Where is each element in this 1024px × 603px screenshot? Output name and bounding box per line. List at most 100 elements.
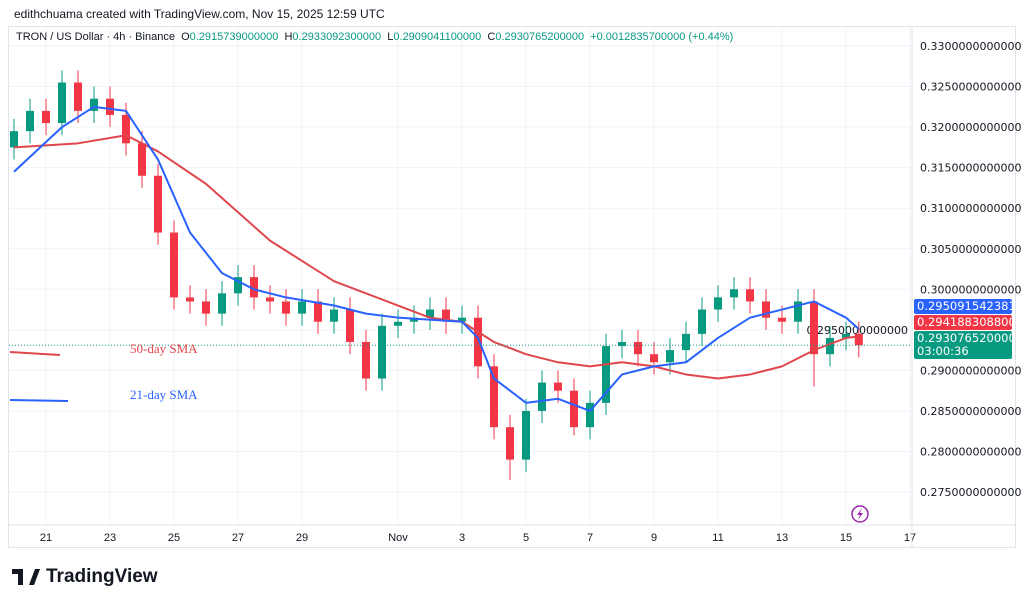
bar-countdown: 03:00:36: [917, 344, 969, 358]
candle-body: [810, 301, 818, 355]
change-value: +0.0012835700000 (+0.44%): [590, 31, 734, 43]
y-tick-label: 0.3300000000000: [920, 40, 1021, 53]
candle-body: [250, 277, 258, 298]
close-value: 0.2930765200000: [495, 31, 585, 43]
candle-body: [282, 301, 290, 314]
candle-body: [842, 333, 850, 338]
candle-body: [138, 143, 146, 176]
sma21-price-tag: 0.2950915423810: [914, 299, 1023, 314]
y-tick-label: 0.3250000000000: [920, 81, 1021, 94]
candle-body: [826, 337, 834, 355]
y-tick-label: 0.3150000000000: [920, 162, 1021, 175]
high-value: 0.2933092300000: [292, 31, 382, 43]
candle-body: [586, 402, 594, 428]
lightning-icon: [851, 505, 869, 523]
x-tick-label: 13: [776, 532, 788, 544]
y-tick-label: 0.2900000000000: [920, 364, 1021, 377]
candle-body: [698, 309, 706, 334]
candle-body: [202, 301, 210, 314]
candle-body: [474, 317, 482, 367]
candle-body: [682, 333, 690, 351]
candle-body: [854, 333, 863, 346]
candle-body: [570, 390, 578, 428]
lightning-glyph: [857, 508, 863, 520]
chart-frame: [8, 26, 1016, 548]
x-tick-label: 15: [840, 532, 852, 544]
x-tick-label: 17: [904, 532, 916, 544]
last-price-tag: 0.2930765200000 03:00:36: [914, 331, 1024, 359]
sma21-legend-line: [9, 399, 69, 402]
candle-body: [122, 114, 130, 144]
open-value: 0.2915739000000: [189, 31, 279, 43]
candle-body: [362, 342, 370, 379]
x-tick-label: 7: [587, 532, 593, 544]
candle-body: [602, 346, 610, 403]
candle-body: [746, 289, 754, 302]
candle-body: [458, 317, 466, 322]
candle-body: [714, 297, 722, 310]
y-tick-label: 0.2850000000000: [920, 405, 1021, 418]
sma50-line: [13, 134, 859, 380]
ohlc-legend: TRON / US Dollar · 4h · Binance O0.29157…: [16, 31, 734, 43]
tradingview-logo-icon: [12, 569, 40, 585]
candle-body: [650, 354, 658, 363]
x-tick-label: 5: [523, 532, 529, 544]
low-value: 0.2909041100000: [393, 31, 482, 43]
candle-body: [778, 317, 786, 322]
last-price: 0.2930765200000: [917, 331, 1024, 345]
candle-body: [42, 110, 50, 124]
candle-body: [410, 317, 418, 322]
x-tick-label: Nov: [388, 532, 408, 544]
candle-body: [106, 98, 114, 115]
x-tick-label: 21: [40, 532, 52, 544]
candle-body: [618, 342, 626, 347]
candle-body: [234, 277, 242, 294]
candle-body: [426, 309, 434, 318]
candle-body: [346, 309, 354, 343]
x-tick-label: 3: [459, 532, 465, 544]
candle-body: [506, 427, 514, 460]
candle-body: [442, 309, 450, 322]
y-tick-label: 0.2750000000000: [920, 486, 1021, 499]
y-tick-label: 0.3100000000000: [920, 202, 1021, 215]
x-tick-label: 11: [712, 532, 723, 544]
x-tick-label: 9: [651, 532, 657, 544]
candle-body: [634, 342, 642, 355]
candle-body: [554, 382, 562, 391]
candle-body: [26, 110, 34, 132]
candle-body: [330, 309, 338, 322]
candle-body: [218, 293, 226, 314]
candle-body: [490, 366, 498, 428]
sma50-annotation: 50-day SMA: [130, 341, 198, 356]
candle-body: [394, 321, 402, 326]
candle-body: [730, 289, 738, 298]
candle-body: [794, 301, 802, 322]
candle-body: [762, 301, 770, 318]
chart-credit: edithchuama created with TradingView.com…: [14, 7, 385, 21]
y-tick-label: 0.3000000000000: [920, 283, 1021, 296]
candle-body: [378, 325, 386, 379]
candle-body: [58, 82, 66, 124]
candle-body: [10, 131, 18, 148]
y-tick-label: 0.2800000000000: [920, 446, 1021, 459]
candle-body: [314, 301, 322, 322]
y-tick-label: 0.3200000000000: [920, 121, 1021, 134]
x-tick-label: 27: [232, 532, 244, 544]
sma21-line: [13, 105, 860, 412]
y-tick-label: 0.2950000000000: [807, 324, 908, 337]
sma50-legend-line: [9, 351, 61, 356]
sma50-price-tag: 0.2941883088000: [914, 315, 1023, 330]
candle-body: [538, 382, 546, 411]
x-tick-label: 29: [296, 532, 308, 544]
candle-body: [154, 175, 162, 233]
x-tick-label: 25: [168, 532, 180, 544]
candle-body: [666, 350, 674, 363]
symbol-title: TRON / US Dollar · 4h · Binance: [16, 31, 175, 43]
candle-body: [170, 232, 178, 298]
y-tick-label: 0.3050000000000: [920, 243, 1021, 256]
candle-body: [74, 82, 82, 111]
candle-body: [186, 297, 194, 302]
candle-body: [266, 297, 274, 302]
x-tick-label: 23: [104, 532, 116, 544]
